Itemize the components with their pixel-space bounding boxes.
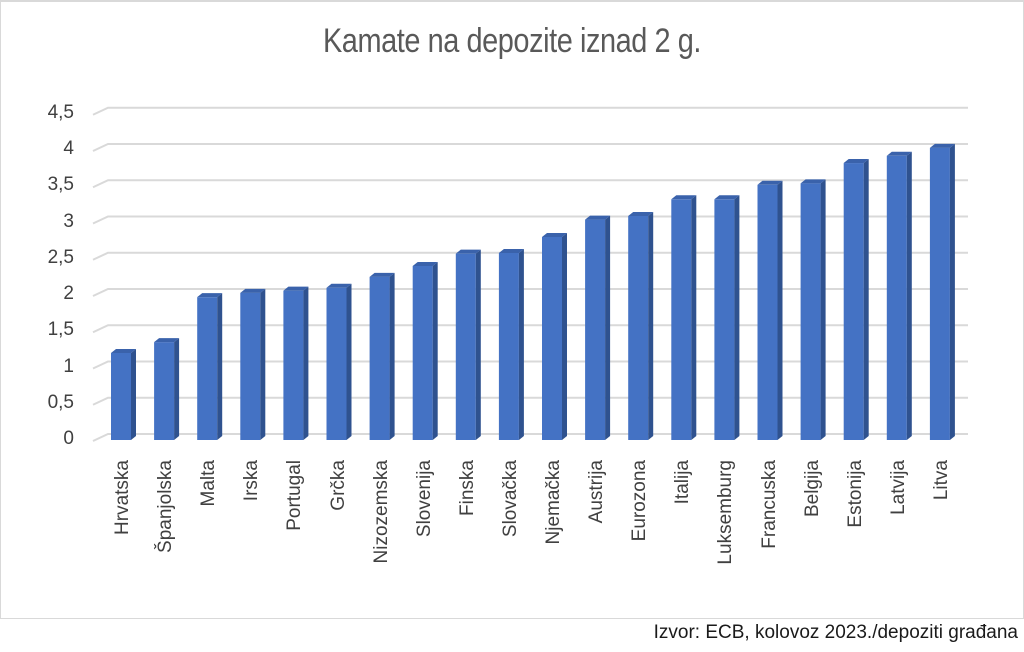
x-tick-label: Italija [672, 460, 694, 505]
x-tick-label: Finska [456, 460, 478, 516]
gridline [92, 396, 968, 406]
x-tick-label: Slovenija [413, 460, 435, 538]
plot-area [92, 106, 968, 442]
bar-belgija [800, 179, 826, 440]
gridline [92, 106, 968, 116]
gridline [92, 324, 968, 334]
y-tick-label: 1 [63, 355, 74, 377]
y-tick-label: 0 [63, 428, 74, 449]
bar-slovačka [498, 248, 524, 440]
gridline [92, 251, 968, 261]
x-tick-label: Portugal [284, 460, 306, 531]
x-tick-label: Latvija [887, 460, 909, 515]
bar-hrvatska [111, 349, 136, 440]
bar-eurozona [628, 211, 654, 440]
bar-malta [197, 293, 223, 440]
x-tick-label: Njemačka [543, 460, 564, 545]
bar-njemačka [542, 233, 567, 440]
x-tick-label: Španjolska [155, 460, 177, 553]
x-tick-label: Francuska [758, 460, 780, 549]
source-note: Izvor: ECB, kolovoz 2023./depoziti građa… [653, 622, 1018, 643]
x-tick-label: Malta [198, 460, 220, 507]
y-tick-label: 2,5 [47, 246, 74, 268]
gridline [92, 288, 968, 297]
bar-luksemburg [714, 195, 740, 440]
bar-francuska [757, 180, 783, 441]
x-tick-label: Hrvatska [112, 460, 133, 535]
gridline [92, 143, 968, 152]
x-tick-label: Estonija [844, 460, 866, 528]
x-tick-label: Eurozona [629, 460, 651, 542]
x-tick-label: Belgija [801, 460, 823, 518]
gridline [92, 179, 968, 189]
bar-estonija [843, 159, 869, 441]
x-tick-label: Litva [930, 460, 952, 501]
bar-latvija [886, 151, 912, 441]
y-tick-label: 2 [63, 283, 74, 304]
bar-irska [240, 288, 266, 440]
y-tick-label: 0,5 [47, 391, 74, 413]
x-tick-label: Grčka [327, 460, 349, 511]
x-tick-label: Luksemburg [715, 460, 737, 565]
gridline [92, 433, 968, 442]
y-tick-label: 4 [63, 138, 74, 159]
bar-nizozemska [369, 272, 395, 440]
bar-austrija [585, 215, 611, 440]
gridline [92, 215, 968, 225]
bar-španjolska [154, 338, 180, 440]
x-tick-label: Irska [241, 460, 263, 502]
y-tick-label: 1,5 [47, 319, 74, 341]
x-tick-label: Nizozemska [370, 460, 392, 564]
gridline [92, 360, 968, 370]
y-tick-label: 3,5 [47, 174, 74, 196]
bar-litva [929, 143, 955, 440]
x-tick-label: Austrija [586, 460, 608, 524]
bar-grčka [326, 283, 352, 440]
bar-finska [455, 249, 481, 440]
x-tick-label: Slovačka [499, 460, 521, 538]
y-tick-label: 3 [63, 210, 74, 232]
chart-title: Kamate na depozite iznad 2 g. [322, 22, 702, 60]
bar-portugal [283, 286, 309, 440]
y-tick-label: 4,5 [47, 101, 74, 123]
bar-slovenija [412, 262, 438, 440]
bar-italija [671, 195, 697, 440]
